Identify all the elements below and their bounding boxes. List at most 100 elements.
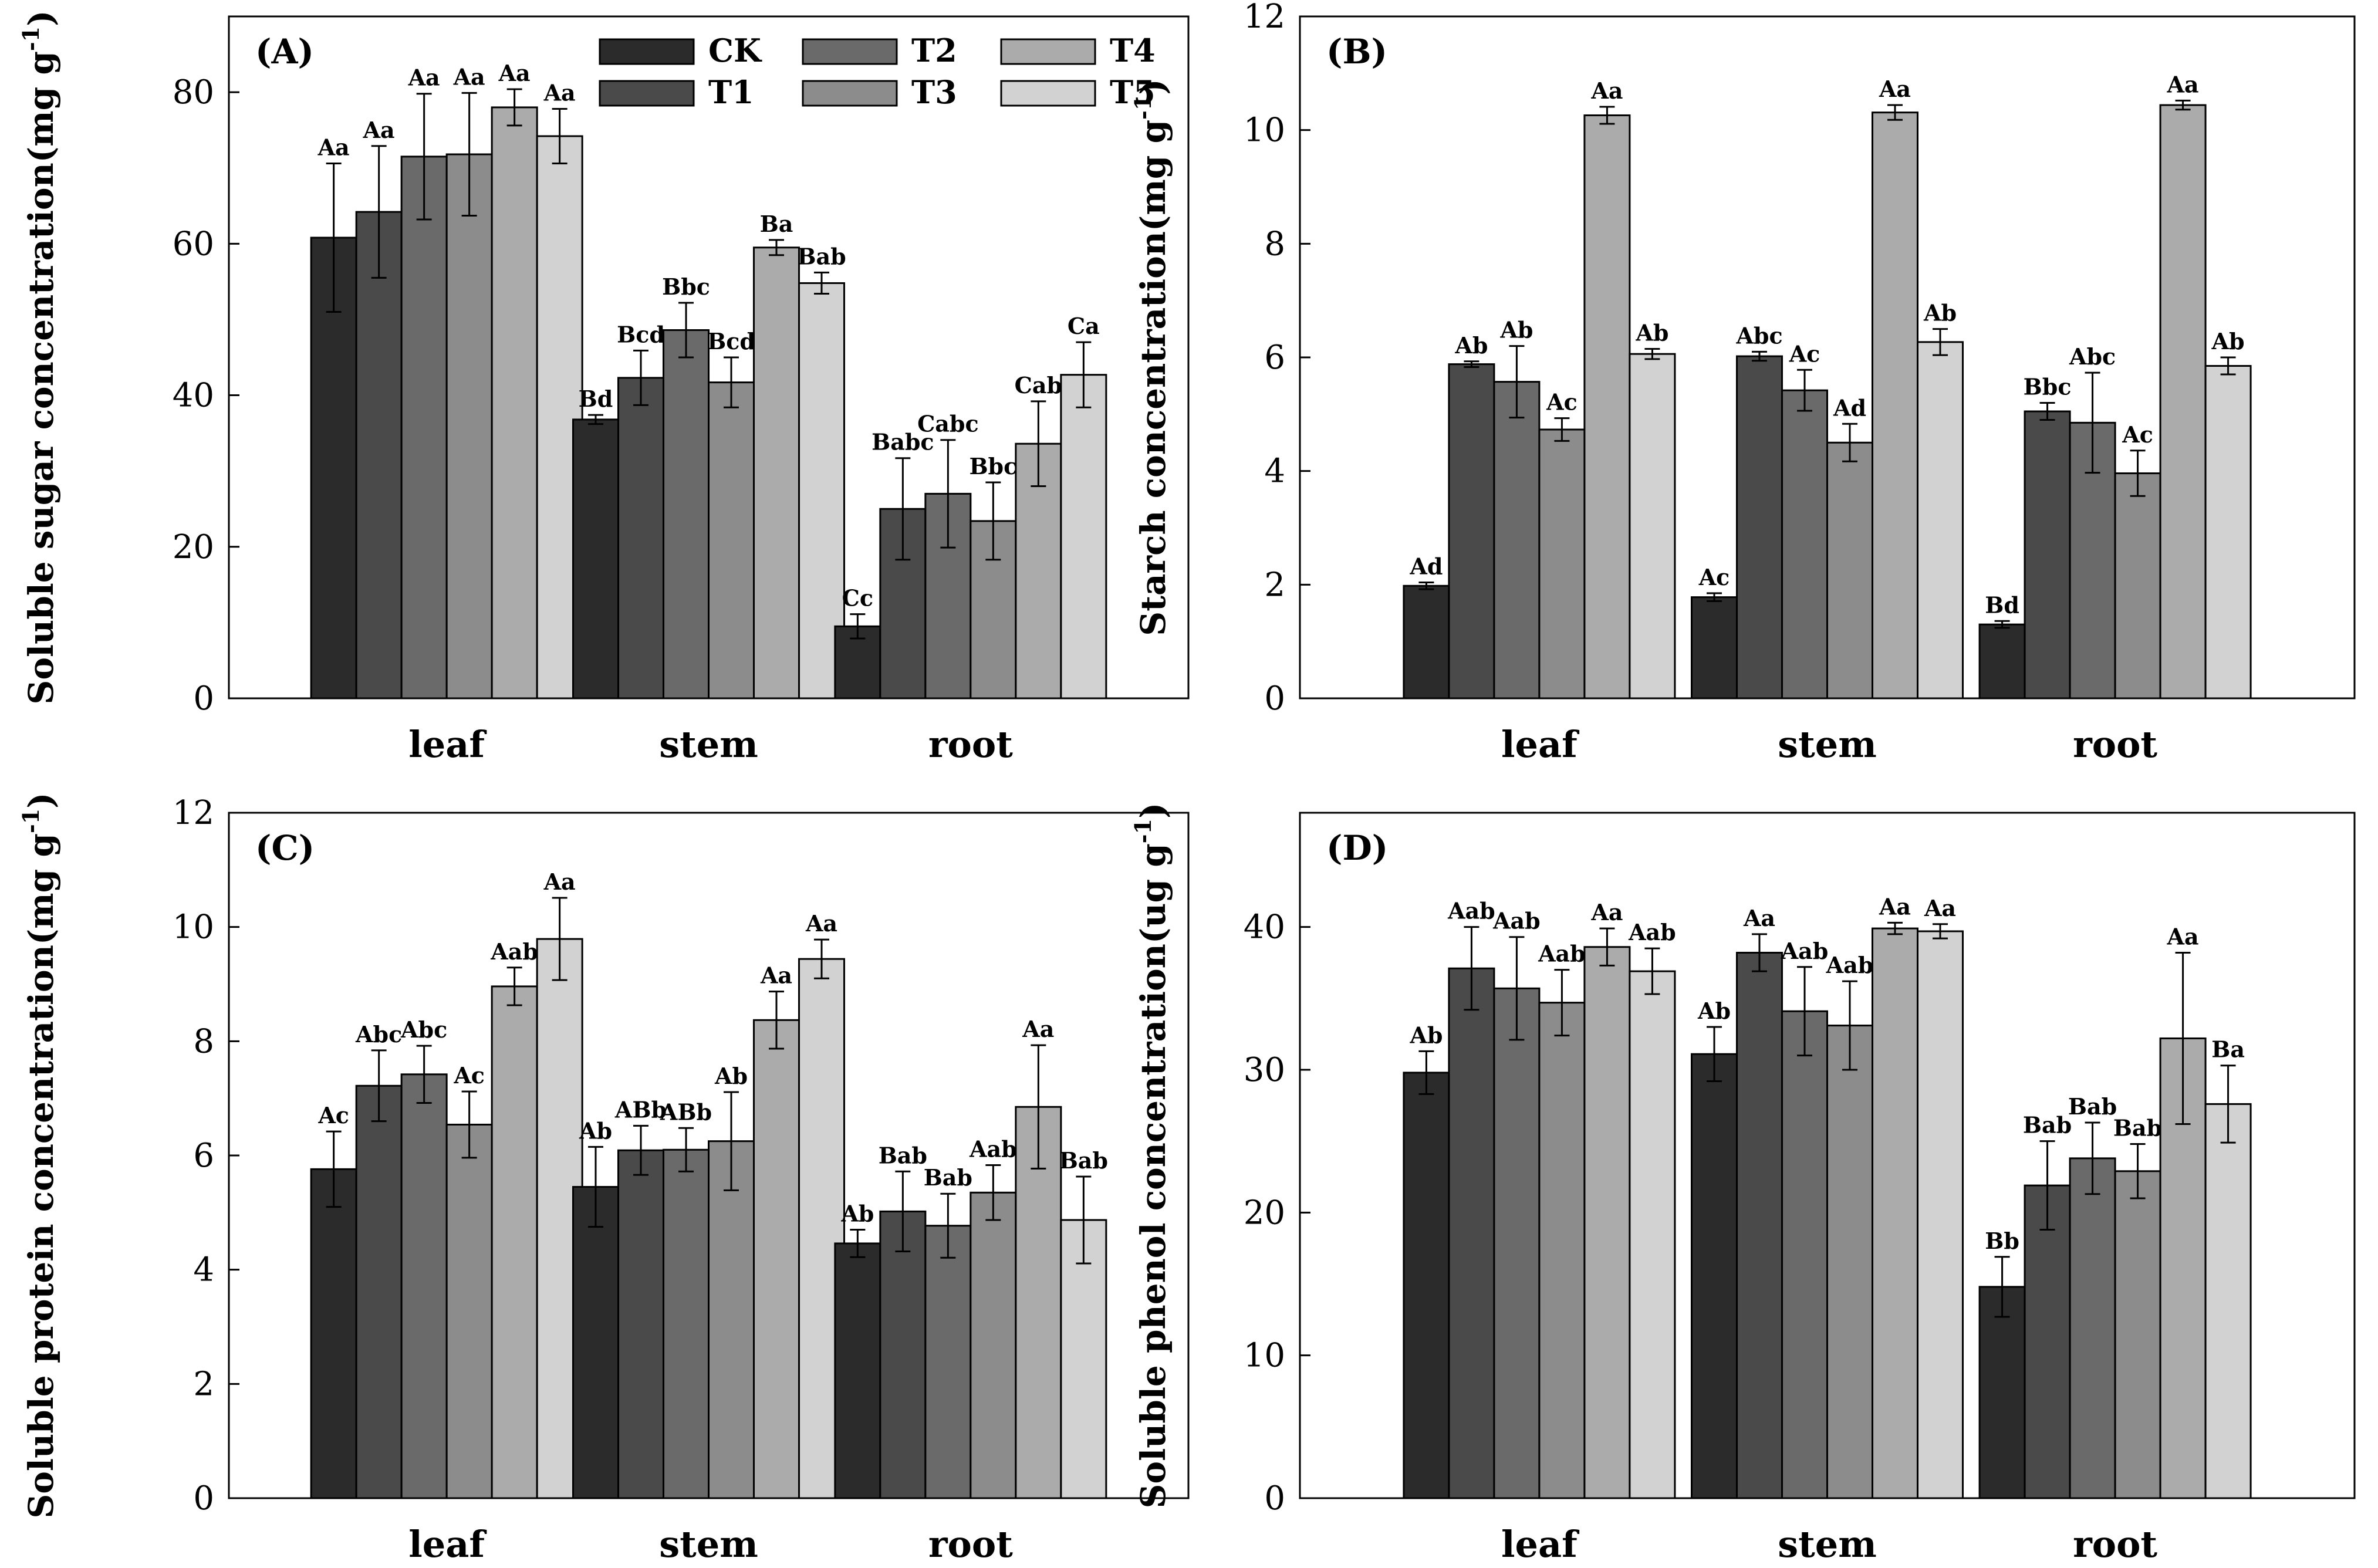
significance-label: Aa <box>1743 905 1775 931</box>
significance-label: Aa <box>543 80 576 106</box>
bar-t5 <box>2204 1103 2252 1499</box>
significance-label: Aa <box>317 134 350 160</box>
bar-ck <box>572 418 619 699</box>
bar-ck <box>834 1242 881 1499</box>
y-tick-label: 20 <box>173 528 214 566</box>
bar-ck <box>1403 584 1450 699</box>
category-label: stem <box>1778 723 1877 766</box>
y-tick-label: 6 <box>193 1137 214 1175</box>
y-axis-label-main: Soluble sugar concentration(mg g <box>21 51 61 704</box>
significance-label: Aa <box>453 63 485 90</box>
y-axis-label: Soluble sugar concentration(mg g-1) <box>18 10 61 704</box>
bar-t3 <box>445 1123 493 1499</box>
y-axis-label: Starch concentration(mg g-1) <box>1130 79 1173 636</box>
bar-t2 <box>1781 1010 1828 1499</box>
y-tick-label: 0 <box>1264 680 1285 718</box>
significance-label: Aa <box>498 60 531 86</box>
significance-label: Abc <box>400 1016 447 1043</box>
legend-label: T5 <box>1110 73 1156 111</box>
category-label: root <box>2073 723 2157 766</box>
significance-label: Bcd <box>617 321 665 347</box>
bar-t1 <box>355 211 403 699</box>
significance-label: Ab <box>2211 328 2245 354</box>
bar-t5 <box>1917 341 1964 699</box>
bar-t1 <box>1736 355 1783 699</box>
legend-swatch-t3 <box>802 80 898 107</box>
bar-t1 <box>879 1210 927 1499</box>
legend-swatch-t4 <box>1000 38 1096 65</box>
significance-label: Ab <box>1454 332 1488 359</box>
significance-label: Bd <box>579 386 613 412</box>
legend-label: T4 <box>1110 32 1156 69</box>
y-tick-label: 10 <box>1244 111 1285 150</box>
significance-label: Ac <box>317 1102 349 1128</box>
significance-label: Aa <box>408 65 440 91</box>
bar-ck <box>572 1186 619 1499</box>
bar-t3 <box>1538 428 1586 699</box>
significance-label: Cc <box>842 585 873 611</box>
significance-label: Aab <box>1492 908 1541 934</box>
bar-t1 <box>355 1084 403 1499</box>
y-tick-label: 40 <box>1244 908 1285 947</box>
bar-t2 <box>1493 381 1541 699</box>
bar-t1 <box>2024 410 2071 699</box>
bar-t4 <box>491 106 538 699</box>
y-tick-label: 4 <box>193 1251 214 1289</box>
bar-ck <box>1978 1286 2026 1499</box>
y-tick-label: 2 <box>193 1365 214 1403</box>
significance-label: Ab <box>1923 300 1957 326</box>
legend-label: T1 <box>708 73 754 111</box>
y-tick-label: 8 <box>1264 225 1285 263</box>
y-tick-label: 30 <box>1244 1051 1285 1089</box>
significance-label: Ab <box>714 1063 748 1089</box>
bar-t4 <box>753 246 800 699</box>
bar-t3 <box>708 1140 755 1499</box>
significance-label: Cab <box>1015 372 1062 398</box>
bar-t4 <box>2159 104 2207 699</box>
category-label: leaf <box>408 723 487 766</box>
bar-t3 <box>708 381 755 699</box>
y-tick-label: 0 <box>193 1479 214 1518</box>
category-label: stem <box>659 723 758 766</box>
significance-label: Aab <box>1826 952 1874 978</box>
y-axis-label-main: Soluble phenol concentration(ug g <box>1133 843 1173 1508</box>
category-label: leaf <box>1501 1523 1579 1566</box>
bar-t3 <box>1826 441 1873 699</box>
bar-t4 <box>1872 927 1918 1499</box>
significance-label: Ad <box>1833 394 1866 421</box>
significance-label: ABb <box>614 1096 667 1123</box>
significance-label: Bab <box>2113 1115 2162 1141</box>
significance-label: Aa <box>1590 77 1623 104</box>
significance-label: Abc <box>2069 343 2116 370</box>
bar-t4 <box>1583 946 1631 1499</box>
y-axis-label-main: Starch concentration(mg g <box>1133 120 1173 636</box>
significance-label: Aa <box>1924 895 1956 921</box>
bar-t4 <box>1872 111 1918 699</box>
y-axis-label-close: ) <box>21 792 61 808</box>
bar-t4 <box>1583 114 1631 699</box>
significance-label: Ac <box>2122 421 2153 448</box>
significance-label: Aa <box>1879 893 1911 920</box>
bar-ck <box>1978 623 2026 699</box>
bar-t2 <box>924 1225 972 1499</box>
bar-t1 <box>2024 1184 2071 1499</box>
category-label: leaf <box>408 1523 487 1566</box>
bar-t1 <box>1448 967 1495 1499</box>
bar-t2 <box>400 1073 448 1499</box>
significance-label: Bab <box>797 243 846 269</box>
significance-label: Aa <box>760 962 792 989</box>
y-axis-label-sup: -1 <box>18 26 44 51</box>
y-axis-label-close: ) <box>1133 803 1173 819</box>
bar-ck <box>310 1168 357 1499</box>
panel-tag: (D) <box>1326 828 1388 868</box>
bar-t3 <box>2114 472 2161 699</box>
significance-label: Ab <box>840 1201 874 1227</box>
significance-label: Ad <box>1409 553 1443 579</box>
panel-tag: (A) <box>255 32 314 72</box>
significance-label: Bb <box>1985 1228 2019 1254</box>
bar-t2 <box>663 1148 710 1499</box>
legend-swatch-ck <box>599 38 695 65</box>
category-label: root <box>928 723 1013 766</box>
significance-label: Ac <box>453 1062 485 1089</box>
significance-label: Ca <box>1068 313 1100 339</box>
